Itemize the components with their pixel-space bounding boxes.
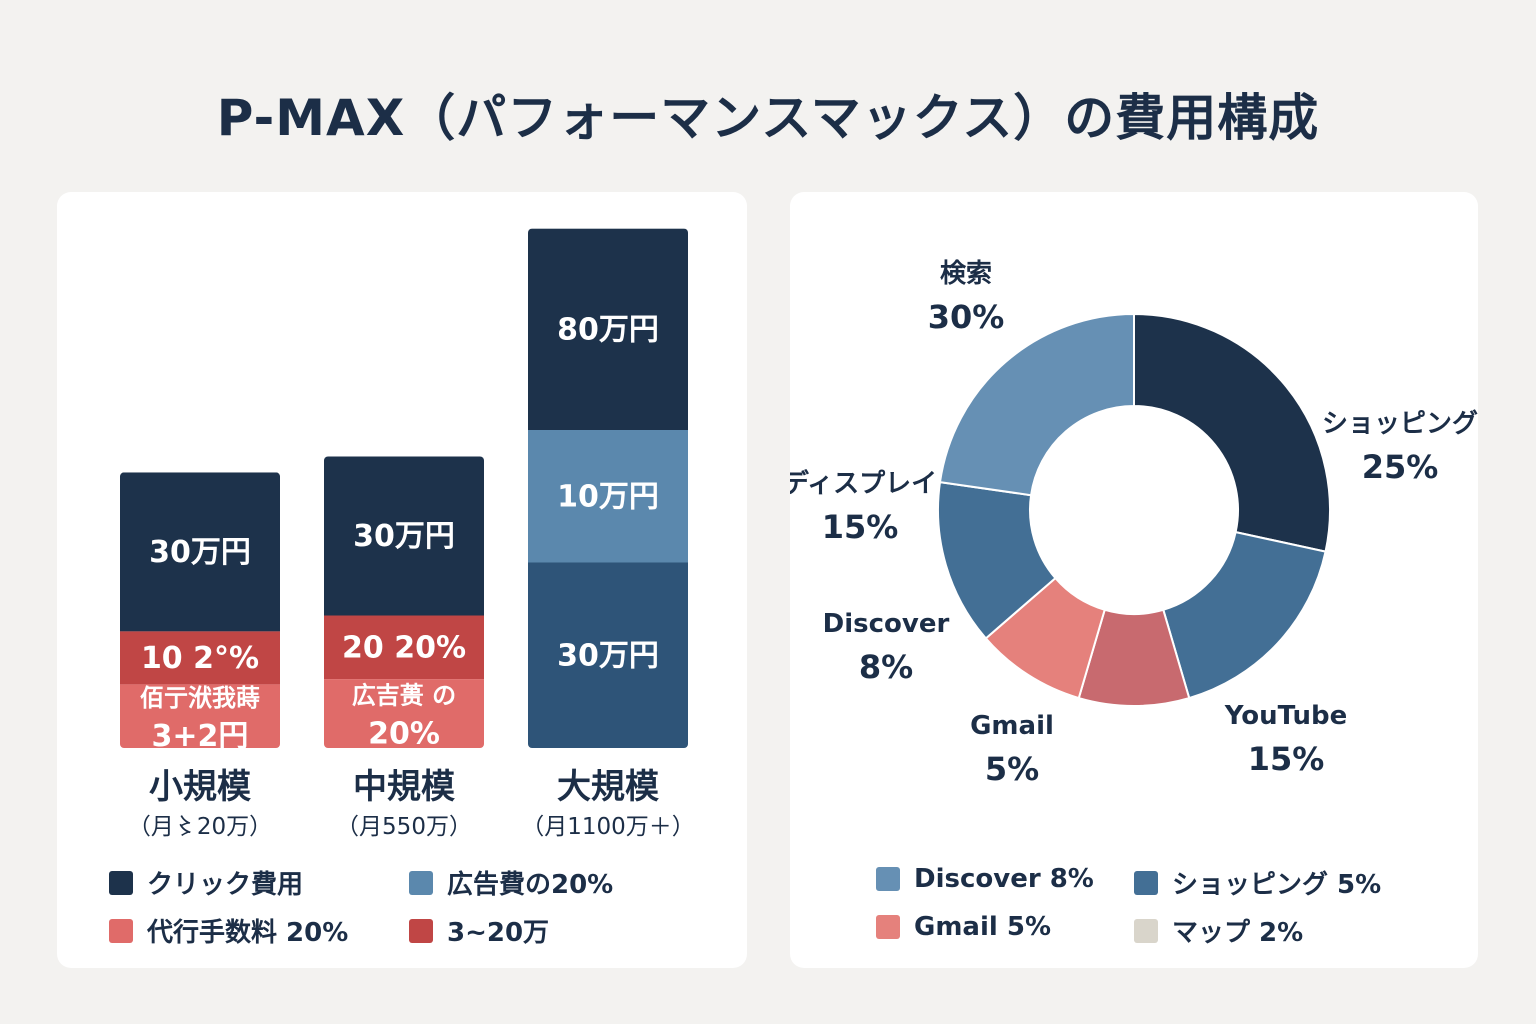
bar-segment bbox=[324, 615, 484, 680]
legend-swatch bbox=[109, 918, 133, 943]
bar-segment-label: 20% bbox=[368, 717, 440, 752]
bar-segment-label: 30万円 bbox=[557, 638, 659, 673]
bar-segment bbox=[324, 456, 484, 616]
bar-segment-label: 20 20% bbox=[342, 630, 466, 665]
slice-value-label: 8% bbox=[859, 648, 913, 686]
legend-item-agency-fee: 代行手数料 20% bbox=[109, 912, 348, 949]
legend-item-gmail: Gmail 5% bbox=[876, 912, 1051, 942]
bar-segment-label: 10 2°% bbox=[141, 641, 259, 676]
legend-swatch bbox=[409, 870, 433, 895]
legend-swatch bbox=[876, 867, 900, 891]
bar-segment-label: 佰亍洑我蒔 bbox=[140, 684, 260, 712]
bar-stack: 30万円 20 20% 広吉蒉 の 20% 中規模 （月550万） bbox=[324, 456, 484, 840]
bar-segment bbox=[324, 679, 484, 748]
category-sublabel: （月〻20万） bbox=[128, 814, 272, 840]
donut-slice bbox=[1133, 312, 1331, 553]
legend-swatch bbox=[876, 915, 900, 939]
bar-segment bbox=[120, 684, 280, 748]
slice-name-label: Gmail bbox=[970, 711, 1054, 741]
legend-swatch bbox=[1134, 870, 1158, 895]
slice-value-label: 15% bbox=[1248, 740, 1325, 778]
slice-name-label: ディスプレイ bbox=[790, 468, 937, 499]
bar-segment bbox=[120, 472, 280, 632]
slice-name-label: Discover bbox=[823, 609, 950, 639]
bar-segment-label: 30万円 bbox=[353, 519, 455, 554]
legend-swatch bbox=[1134, 918, 1158, 943]
legend-item-range: 3~20万 bbox=[409, 912, 549, 949]
legend-item-click-cost: クリック費用 bbox=[109, 864, 303, 901]
category-sublabel: （月550万） bbox=[336, 814, 472, 840]
bar-segment-label: 80万円 bbox=[557, 312, 659, 347]
slice-value-label: 25% bbox=[1362, 448, 1439, 486]
page-title: P-MAX（パフォーマンスマックス）の費用構成 bbox=[216, 89, 1320, 147]
legend-label: マップ 2% bbox=[1172, 918, 1304, 948]
bar-segment bbox=[528, 562, 688, 748]
legend-item-maps: マップ 2% bbox=[1134, 912, 1303, 949]
bar-segment-label: 30万円 bbox=[149, 535, 251, 570]
legend-item-discover: Discover 8% bbox=[876, 864, 1094, 894]
slice-value-label: 5% bbox=[985, 750, 1039, 788]
legend-label: クリック費用 bbox=[147, 870, 304, 900]
donut-slice bbox=[938, 312, 1135, 497]
slice-value-label: 30% bbox=[928, 298, 1005, 336]
slice-name-label: YouTube bbox=[1224, 701, 1347, 731]
bar-chart-card: 30万円 10 2°% 佰亍洑我蒔 3+2円小規模 （月〻20万） 30万円 20 20% 広… bbox=[57, 192, 747, 968]
category-sublabel: （月1100万＋） bbox=[521, 814, 695, 840]
legend-item-ad-fee: 広告費の20% bbox=[409, 864, 613, 901]
bar-segment bbox=[120, 631, 280, 685]
legend-item-shopping: ショッピング 5% bbox=[1134, 864, 1381, 901]
legend-label: 広告費の20% bbox=[447, 870, 614, 900]
category-label: 大規模 bbox=[557, 767, 659, 807]
legend-swatch bbox=[409, 918, 433, 943]
slice-name-label: 検索 bbox=[940, 259, 992, 289]
donut-chart: ショッピング 25% YouTube 15% Gmail 5% Discover 8% ディスプ… bbox=[790, 259, 1478, 788]
category-label: 中規模 bbox=[353, 767, 455, 807]
bar-segment-label: 3+2円 bbox=[152, 719, 249, 754]
slice-value-label: 15% bbox=[822, 508, 899, 546]
legend-label: Discover 8% bbox=[914, 864, 1094, 894]
bar-segment-label: 広吉蒉 の bbox=[352, 682, 456, 710]
legend-swatch bbox=[109, 870, 133, 895]
bar-segment-label: 10万円 bbox=[557, 479, 659, 514]
category-label: 小規模 bbox=[149, 767, 251, 807]
bar-segment bbox=[528, 228, 688, 430]
legend-label: ショッピング 5% bbox=[1172, 870, 1382, 900]
legend-label: 代行手数料 20% bbox=[147, 918, 349, 948]
donut-chart-card: ショッピング 25% YouTube 15% Gmail 5% Discover 8% ディスプ… bbox=[790, 192, 1478, 968]
donut-slice bbox=[1162, 530, 1327, 700]
bar-segment bbox=[528, 430, 688, 563]
legend-label: 3~20万 bbox=[447, 918, 550, 948]
slice-name-label: ショッピング bbox=[1322, 409, 1478, 439]
legend-label: Gmail 5% bbox=[914, 912, 1051, 942]
